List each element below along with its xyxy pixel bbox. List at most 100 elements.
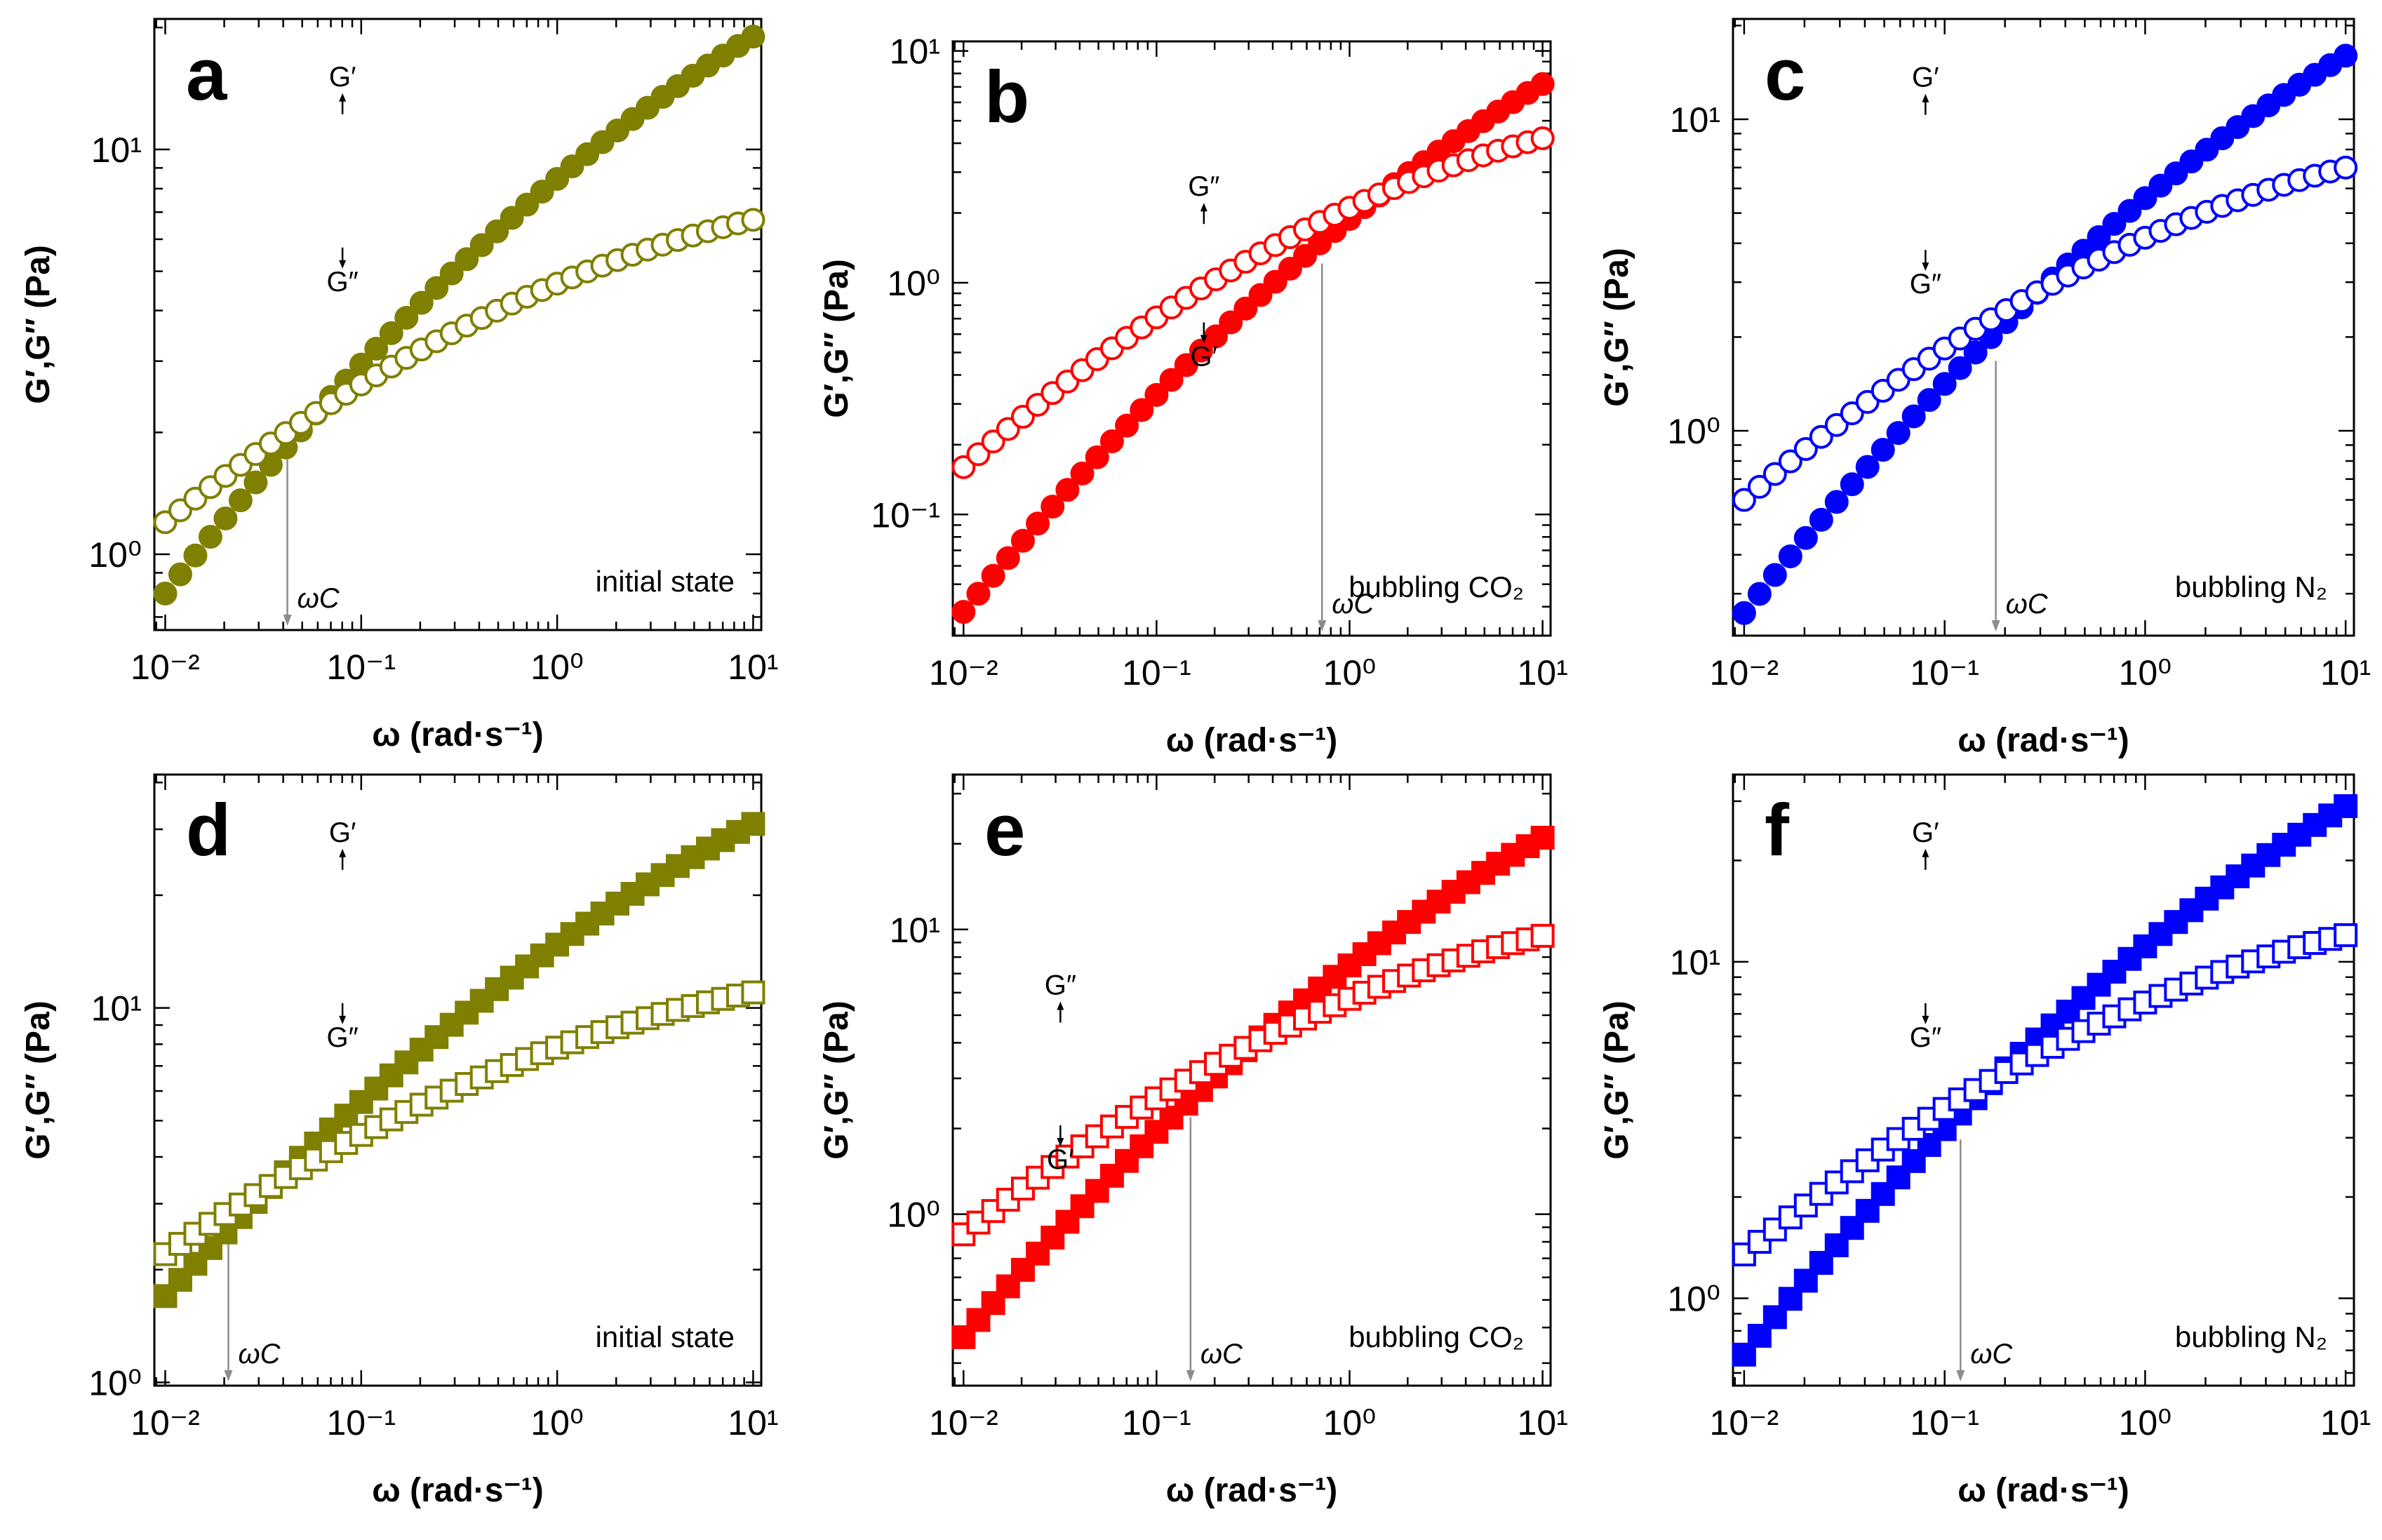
- data-point: [1010, 528, 1035, 553]
- panel-a: 10⁻² 10⁻¹ 10⁰ 10¹ 10⁰ 10¹ ω (rad·s⁻¹) G′,G″ (Pa…: [20, 18, 779, 754]
- data-point: [1747, 474, 1772, 499]
- data-point: [951, 455, 976, 479]
- x-tick-label: 10¹: [2320, 1403, 2371, 1442]
- panel-f: 10⁻² 10⁻¹ 10⁰ 10¹ 10⁰ 10¹ ω (rad·s⁻¹) G′,G″ (Pa…: [1598, 773, 2371, 1509]
- data-point: [1293, 243, 1318, 268]
- data-point: [966, 1308, 991, 1332]
- data-point: [439, 1012, 464, 1037]
- x-tick-label: 10¹: [728, 648, 778, 687]
- y-tick-label: 10¹: [91, 130, 142, 170]
- omega-c-label: ωC: [2006, 589, 2049, 620]
- data-point: [1747, 582, 1772, 606]
- data-point: [2102, 212, 2127, 236]
- data-point: [981, 429, 1005, 454]
- omega-c-label: ωC: [239, 1339, 281, 1370]
- x-tick-label: 10⁰: [2119, 1403, 2172, 1442]
- panel-letter: e: [984, 789, 1025, 871]
- x-tick-label: 10⁰: [1323, 1403, 1377, 1442]
- data-point: [1263, 269, 1287, 294]
- down-arrow-label: G′: [1191, 341, 1218, 372]
- data-point: [951, 600, 976, 624]
- up-arrowhead: [1057, 1001, 1064, 1010]
- annotation-label: bubbling N₂: [2175, 570, 2327, 603]
- up-arrow-label: G′: [329, 62, 356, 93]
- annotation-label: bubbling CO₂: [1349, 570, 1524, 603]
- data-point: [1159, 368, 1184, 392]
- data-point: [364, 337, 389, 361]
- x-axis-label: ω (rad·s⁻¹): [372, 716, 544, 754]
- panel-letter: d: [186, 789, 231, 871]
- x-tick-label: 10⁻²: [131, 648, 200, 687]
- series-g-prime: [951, 826, 1555, 1349]
- x-axis-label: ω (rad·s⁻¹): [1958, 1472, 2129, 1509]
- x-tick-label: 10⁻²: [929, 653, 998, 692]
- x-tick-label: 10⁻²: [1710, 1403, 1779, 1442]
- data-point: [379, 321, 403, 345]
- data-point: [1732, 488, 1756, 512]
- series-g-double-prime: [1732, 923, 2358, 1266]
- series-g-prime: [1732, 43, 2358, 625]
- data-point: [2071, 1019, 2096, 1043]
- x-axis-label: ω (rad·s⁻¹): [372, 1472, 544, 1509]
- y-tick-label: 10¹: [890, 911, 940, 950]
- panel-letter: a: [186, 34, 228, 116]
- data-point: [741, 980, 765, 1005]
- data-point: [1099, 429, 1124, 453]
- x-tick-label: 10⁻¹: [1910, 1403, 1979, 1442]
- plot-frame: [1732, 773, 2355, 1387]
- up-arrowhead: [1922, 848, 1929, 857]
- up-arrow-label: G″: [1188, 171, 1219, 202]
- omega-c-arrowhead: [1956, 1370, 1965, 1381]
- data-point: [1189, 338, 1213, 363]
- data-point: [2133, 186, 2157, 210]
- data-point: [530, 180, 554, 204]
- data-point: [1130, 398, 1154, 422]
- data-point: [1948, 356, 1972, 380]
- x-tick-label: 10¹: [728, 1403, 778, 1442]
- y-tick-label: 10¹: [91, 989, 142, 1029]
- x-ticks: [954, 41, 1544, 636]
- annotation-label: initial state: [596, 1320, 735, 1353]
- data-point: [2133, 934, 2157, 958]
- data-point: [2334, 923, 2358, 947]
- data-point: [545, 166, 570, 191]
- data-point: [515, 192, 540, 217]
- omega-c-arrowhead: [1318, 620, 1327, 631]
- data-point: [1762, 563, 1787, 587]
- series-g-prime: [1732, 794, 2358, 1367]
- down-arrow-label: G″: [327, 1022, 359, 1053]
- x-tick-label: 10⁻¹: [1122, 1403, 1191, 1442]
- up-arrowhead: [1922, 93, 1929, 102]
- x-tick-label: 10⁻²: [1710, 653, 1779, 692]
- data-point: [439, 261, 464, 286]
- omega-c-label: ωC: [1200, 1339, 1243, 1370]
- down-arrowhead: [339, 260, 347, 269]
- y-tick-label: 10⁰: [1667, 412, 1720, 451]
- x-tick-label: 10⁰: [530, 648, 584, 687]
- plot-frame: [951, 40, 1552, 637]
- down-arrowhead: [1057, 1138, 1064, 1147]
- x-tick-label: 10⁻¹: [326, 1403, 396, 1442]
- y-axis-label: G′,G″ (Pa): [818, 259, 855, 418]
- up-arrow-label: G′: [329, 817, 356, 848]
- data-point: [2087, 972, 2111, 997]
- panel-c: 10⁻² 10⁻¹ 10⁰ 10¹ 10⁰ 10¹ ω (rad·s⁻¹) G′,G″ (Pa…: [1598, 18, 2371, 759]
- data-point: [2334, 43, 2358, 68]
- data-point: [228, 488, 253, 513]
- data-point: [1855, 1198, 1880, 1223]
- omega-c-arrowhead: [1186, 1370, 1195, 1381]
- series-g-double-prime: [153, 208, 765, 535]
- data-point: [213, 506, 238, 530]
- panel-letter: b: [984, 56, 1029, 138]
- series-g-double-prime: [153, 980, 765, 1266]
- data-point: [1778, 544, 1802, 568]
- y-tick-label: 10⁰: [1667, 1279, 1720, 1318]
- x-tick-label: 10⁻²: [131, 1403, 200, 1442]
- panel-e: 10⁻² 10⁻¹ 10⁰ 10¹ 10⁰ 10¹ ω (rad·s⁻¹) G′,G″ (Pa…: [818, 773, 1568, 1509]
- omega-c-arrowhead: [283, 615, 292, 626]
- annotation-label: bubbling CO₂: [1349, 1320, 1524, 1353]
- data-point: [469, 233, 494, 257]
- panel-d: 10⁻² 10⁻¹ 10⁰ 10¹ 10⁰ 10¹ ω (rad·s⁻¹) G′,G″ (Pa…: [20, 773, 779, 1509]
- y-ticks: [154, 26, 761, 618]
- y-axis-label: G′,G″ (Pa): [1598, 248, 1635, 407]
